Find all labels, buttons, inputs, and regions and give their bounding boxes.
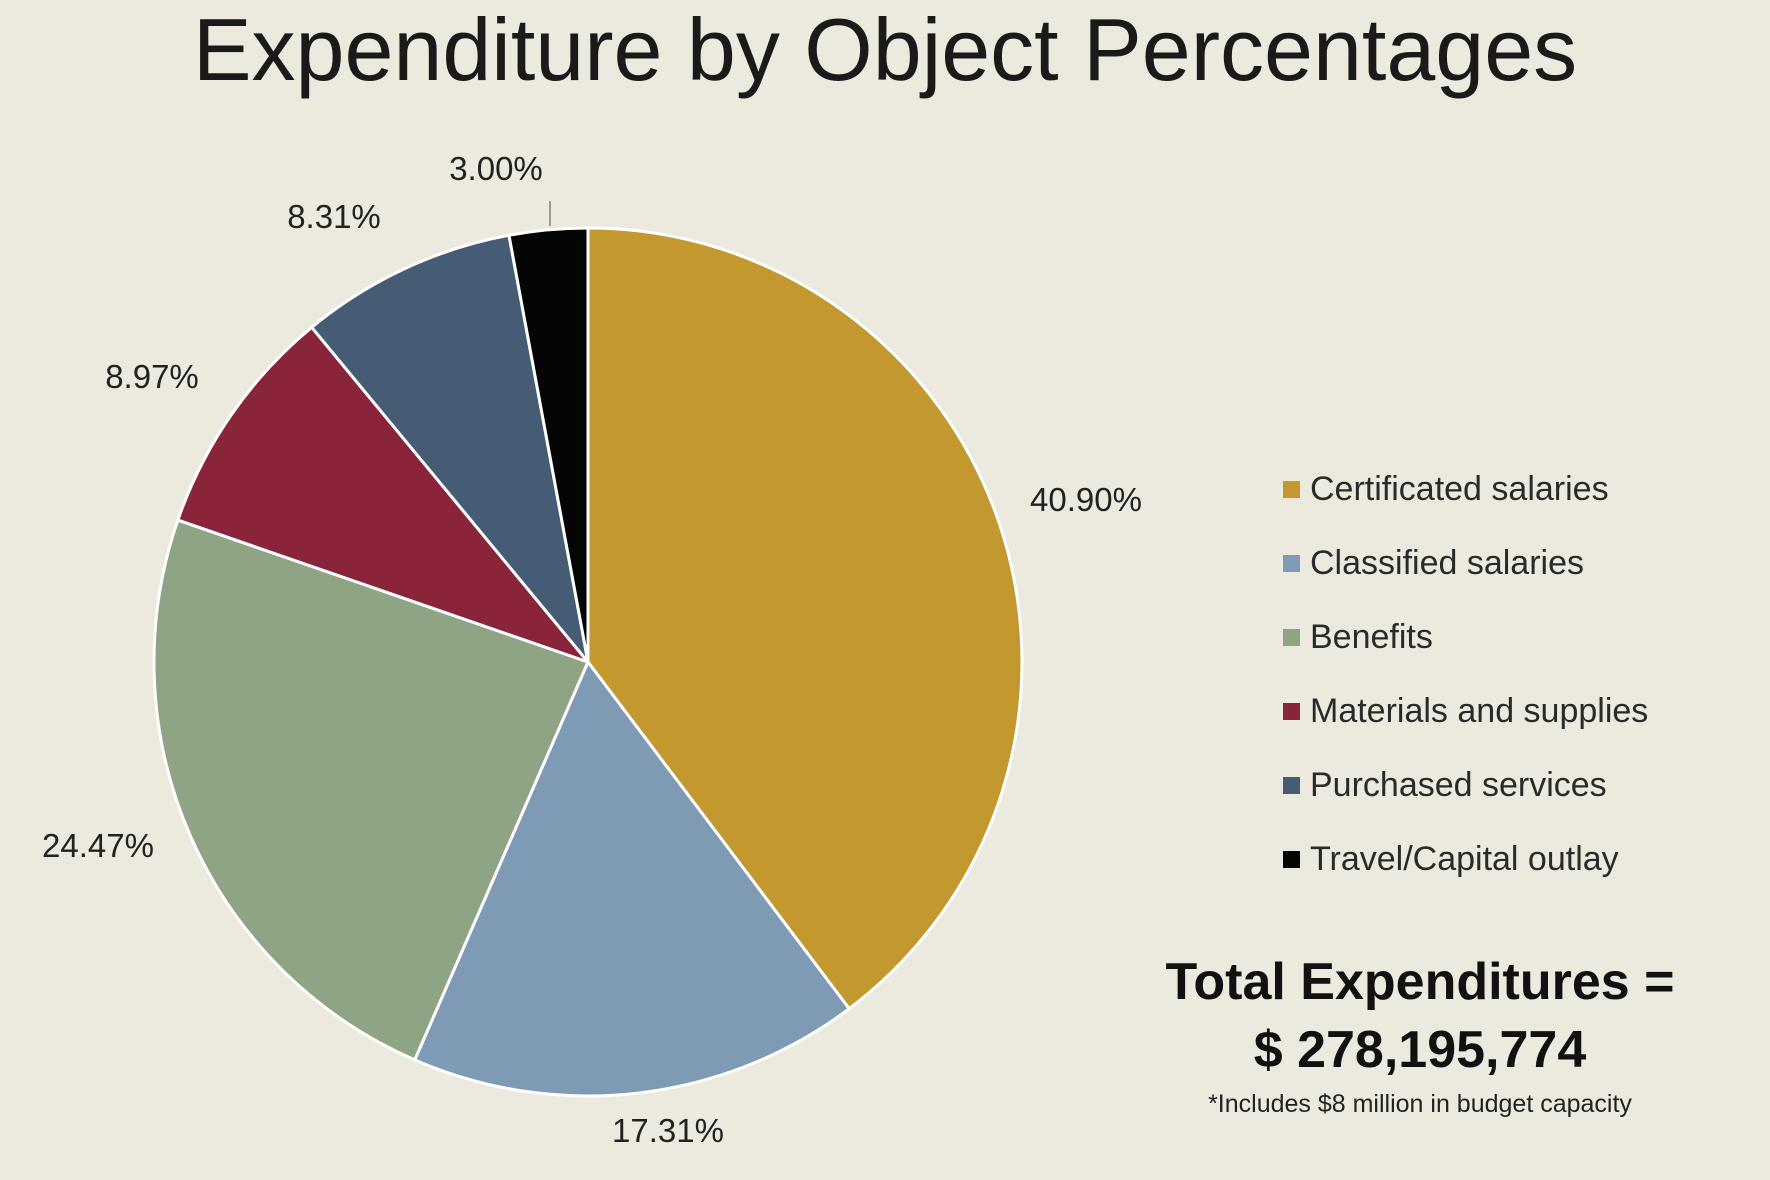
legend-swatch [1283, 702, 1300, 720]
pie-slice-purchased-services [310, 233, 590, 664]
data-label-certificated-salaries: 40.90% [1030, 481, 1142, 518]
legend-label: Certificated salaries [1310, 469, 1609, 508]
legend-item: Materials and supplies [1283, 674, 1743, 748]
total-expenditures-label: Total Expenditures = [1165, 953, 1675, 1011]
legend-swatch [1283, 850, 1300, 868]
legend-item: Travel/Capital outlay [1283, 822, 1743, 896]
total-expenditures-block: Total Expenditures = $ 278,195,774 *Incl… [1120, 948, 1720, 1124]
pie-slice-classified-salaries [413, 660, 851, 1098]
chart-title: Expenditure by Object Percentages [192, 0, 1578, 99]
legend-item: Classified salaries [1283, 526, 1743, 600]
legend-label: Benefits [1310, 617, 1433, 656]
legend-label: Classified salaries [1310, 543, 1584, 582]
legend-label: Materials and supplies [1310, 691, 1649, 730]
legend-swatch [1283, 480, 1300, 498]
pie-slice-benefits [152, 518, 590, 1062]
data-label-travel-capital-outlay: 3.00% [449, 150, 543, 187]
legend-item: Benefits [1283, 600, 1743, 674]
total-footnote: *Includes $8 million in budget capacity [1208, 1090, 1632, 1118]
data-label-purchased-services: 8.31% [287, 198, 381, 235]
chart-legend: Certificated salaries Classified salaries… [1283, 452, 1743, 896]
legend-swatch [1283, 628, 1300, 646]
legend-label: Travel/Capital outlay [1310, 839, 1619, 878]
legend-swatch [1283, 776, 1300, 794]
pie-slice-certificated-salaries [586, 226, 1024, 1011]
legend-item: Purchased services [1283, 748, 1743, 822]
legend-label: Purchased services [1310, 765, 1607, 804]
legend-item: Certificated salaries [1283, 452, 1743, 526]
data-label-materials-and-supplies: 8.97% [105, 358, 199, 395]
pie-slice-materials-and-supplies [176, 325, 590, 664]
legend-swatch [1283, 554, 1300, 572]
pie-slice-travel-capital-outlay [507, 226, 590, 664]
data-label-classified-salaries: 17.31% [612, 1112, 724, 1149]
data-label-benefits: 24.47% [42, 827, 154, 864]
total-expenditures-value: $ 278,195,774 [1253, 1021, 1587, 1079]
